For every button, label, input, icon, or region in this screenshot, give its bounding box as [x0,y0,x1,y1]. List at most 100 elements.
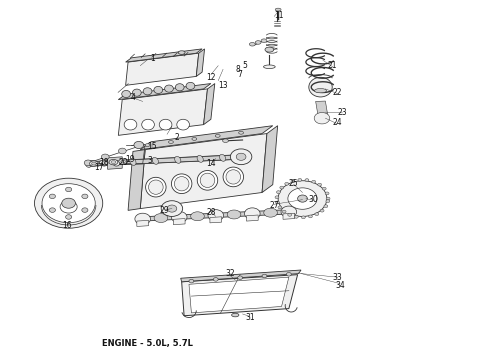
Text: 13: 13 [218,81,228,90]
Circle shape [82,208,88,212]
Ellipse shape [227,210,241,219]
Ellipse shape [326,200,330,203]
Ellipse shape [154,86,163,94]
Text: 8: 8 [235,65,240,74]
Circle shape [119,148,126,154]
Ellipse shape [325,192,329,195]
Ellipse shape [315,213,318,216]
Text: 16: 16 [62,221,72,230]
Ellipse shape [119,159,127,164]
Ellipse shape [264,208,277,217]
Ellipse shape [111,161,116,163]
Ellipse shape [223,167,244,187]
Circle shape [278,181,327,216]
Ellipse shape [172,211,187,223]
Ellipse shape [172,174,192,194]
Text: 31: 31 [245,313,255,322]
Polygon shape [173,219,185,225]
Ellipse shape [143,88,152,95]
Circle shape [66,187,72,192]
Ellipse shape [282,210,286,213]
Polygon shape [125,53,199,85]
Polygon shape [182,275,297,316]
Ellipse shape [130,158,136,165]
Text: 20: 20 [119,158,128,167]
Ellipse shape [220,154,226,161]
Text: 19: 19 [126,155,135,164]
Ellipse shape [99,160,108,166]
Polygon shape [118,84,211,100]
Polygon shape [137,220,148,226]
Polygon shape [203,84,215,125]
Polygon shape [316,101,328,116]
Ellipse shape [142,119,154,130]
Ellipse shape [159,119,172,130]
Text: 34: 34 [335,281,345,290]
Ellipse shape [301,216,305,219]
Ellipse shape [322,187,326,190]
Ellipse shape [197,155,203,162]
Polygon shape [210,217,221,223]
Text: 11: 11 [274,11,284,20]
Ellipse shape [169,141,173,143]
Polygon shape [108,157,122,169]
Circle shape [297,195,307,202]
Ellipse shape [318,183,321,186]
Ellipse shape [192,138,197,140]
Text: 23: 23 [338,108,347,117]
Ellipse shape [239,131,244,134]
Text: 33: 33 [333,273,343,282]
Ellipse shape [208,210,223,221]
Text: 32: 32 [225,269,235,278]
Ellipse shape [135,213,150,225]
Ellipse shape [175,84,184,91]
Circle shape [213,278,218,281]
Circle shape [288,188,317,209]
Ellipse shape [312,180,316,183]
Ellipse shape [148,180,163,194]
Ellipse shape [255,41,261,44]
Circle shape [136,142,143,148]
Ellipse shape [174,177,189,191]
Ellipse shape [264,65,275,68]
Ellipse shape [109,159,118,165]
Ellipse shape [122,90,130,98]
Text: 25: 25 [289,179,298,188]
Circle shape [82,194,88,199]
Circle shape [62,198,75,208]
Circle shape [84,160,92,166]
Ellipse shape [152,157,158,165]
Ellipse shape [101,161,106,164]
Text: 5: 5 [243,61,247,70]
Polygon shape [118,89,207,135]
Text: 2: 2 [174,132,179,141]
Polygon shape [128,150,145,210]
Circle shape [314,112,330,124]
Ellipse shape [261,39,267,42]
Text: 18: 18 [99,158,108,167]
Ellipse shape [276,191,280,194]
Ellipse shape [309,77,332,97]
Ellipse shape [85,161,91,167]
Polygon shape [189,277,289,313]
Circle shape [49,208,55,212]
Ellipse shape [280,186,284,189]
Ellipse shape [305,179,309,181]
Ellipse shape [174,156,181,163]
Text: 27: 27 [270,201,279,210]
Polygon shape [88,155,245,166]
Circle shape [287,273,291,276]
Text: 29: 29 [160,206,170,215]
Ellipse shape [215,134,220,137]
Ellipse shape [89,160,96,166]
Polygon shape [143,210,289,221]
Ellipse shape [222,139,228,143]
Ellipse shape [298,179,302,181]
Circle shape [66,215,72,219]
Ellipse shape [165,85,173,92]
Circle shape [236,153,246,160]
Circle shape [167,205,177,212]
Ellipse shape [145,144,150,147]
Polygon shape [262,126,278,193]
Ellipse shape [242,153,248,160]
